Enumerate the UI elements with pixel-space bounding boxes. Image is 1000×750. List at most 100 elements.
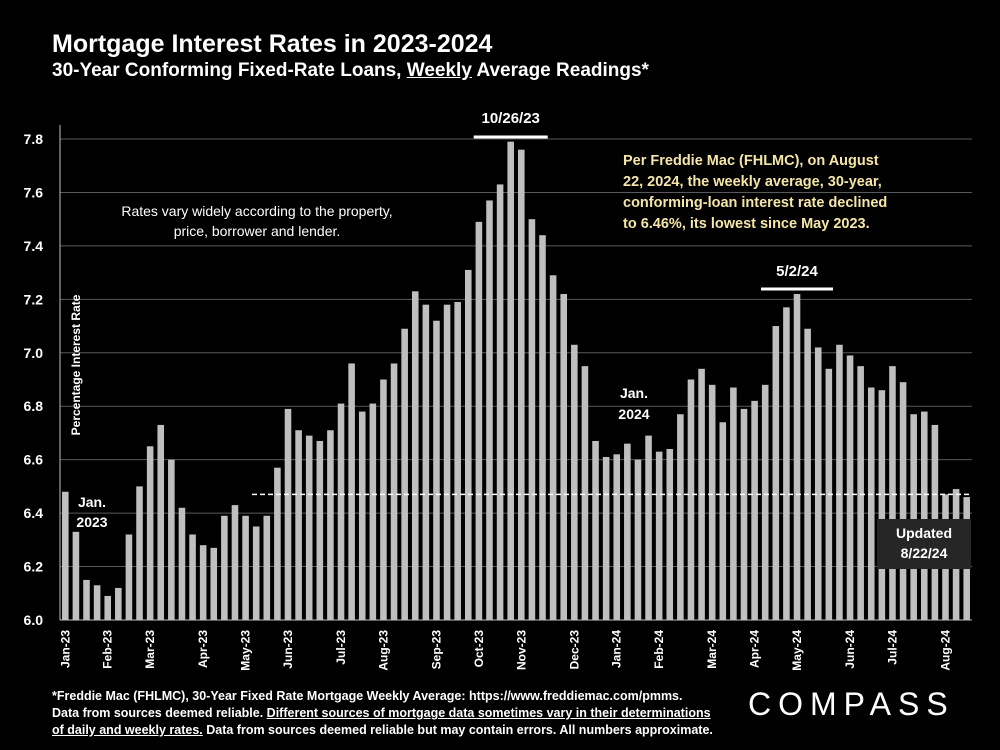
bar xyxy=(316,440,324,620)
bar xyxy=(401,328,408,620)
bar xyxy=(337,403,345,620)
bar xyxy=(295,430,302,620)
bar xyxy=(83,579,90,620)
y-tick-label: 7.4 xyxy=(24,238,44,254)
footer-line-2-pre: Data from sources deemed reliable. xyxy=(52,706,267,720)
bar xyxy=(454,302,461,620)
updated-label-line1: Updated xyxy=(896,525,952,541)
bar xyxy=(920,411,928,620)
y-tick-label: 7.6 xyxy=(24,184,44,200)
updated-box xyxy=(877,519,971,569)
bar xyxy=(104,595,112,620)
x-month-label: Nov-23 xyxy=(514,630,528,670)
bar xyxy=(677,414,684,620)
y-axis-title: Percentage Interest Rate xyxy=(69,294,83,435)
bar xyxy=(274,467,281,620)
y-tick-label: 7.2 xyxy=(24,291,44,307)
bar xyxy=(666,448,674,620)
bar xyxy=(252,526,260,620)
x-month-label: Feb-24 xyxy=(652,630,666,669)
jan-2023-label-line2: 2023 xyxy=(76,514,107,530)
bar xyxy=(93,585,101,620)
bar xyxy=(518,149,525,620)
x-month-label: Sep-23 xyxy=(429,630,443,670)
bar xyxy=(846,355,854,620)
bar xyxy=(592,440,599,620)
bar xyxy=(804,328,811,620)
y-tick-label: 6.2 xyxy=(24,559,44,575)
bar xyxy=(571,344,578,620)
chart-title: Mortgage Interest Rates in 2023-2024 xyxy=(52,30,493,58)
x-month-label: Dec-23 xyxy=(567,630,581,670)
bar xyxy=(761,384,769,620)
note-right-line: to 6.46%, its lowest since May 2023. xyxy=(623,216,870,232)
footer-line-2-underlined: Different sources of mortgage data somet… xyxy=(266,706,711,720)
bar xyxy=(210,547,218,620)
bar xyxy=(369,403,377,620)
bar xyxy=(581,366,589,620)
bar xyxy=(348,363,355,620)
footer-line-3-underlined: of daily and weekly rates. xyxy=(52,723,203,737)
y-tick-label: 6.8 xyxy=(24,398,44,414)
bar xyxy=(602,456,610,620)
note-right-line: 22, 2024, the weekly average, 30-year, xyxy=(623,174,882,190)
x-month-label: Mar-23 xyxy=(143,630,157,669)
bar xyxy=(62,491,69,620)
footer-source-note: *Freddie Mac (FHLMC), 30-Year Fixed Rate… xyxy=(52,688,752,739)
peak-2024-label: 5/2/24 xyxy=(776,263,818,280)
bar xyxy=(507,141,514,620)
x-month-label: May-24 xyxy=(790,630,804,671)
x-month-label: Jul-23 xyxy=(334,630,348,665)
bar xyxy=(284,408,292,620)
bar xyxy=(687,379,695,620)
x-month-label: Apr-24 xyxy=(748,630,762,668)
bar xyxy=(910,414,917,620)
bar xyxy=(168,459,175,620)
bar xyxy=(358,411,366,620)
footer-line-3: of daily and weekly rates. Data from sou… xyxy=(52,722,752,739)
bar xyxy=(708,384,716,620)
x-month-label: Aug-23 xyxy=(376,630,390,671)
y-tick-label: 6.4 xyxy=(24,505,44,521)
x-month-label: Feb-23 xyxy=(101,630,115,669)
bar xyxy=(125,534,133,620)
x-month-label: Jan-24 xyxy=(610,630,624,668)
y-tick-label: 7.8 xyxy=(24,131,44,147)
compass-logo: COMPASS xyxy=(748,686,955,722)
axes: 6.0 6.2 6.4 6.6 6.8 7.0 7.2 7.4 7.6 7.8 Percentage… xyxy=(24,125,972,671)
bar xyxy=(72,531,80,620)
chart-subtitle: 30-Year Conforming Fixed-Rate Loans, Wee… xyxy=(52,60,649,82)
x-month-label: Jun-23 xyxy=(281,630,295,669)
bar xyxy=(327,430,334,620)
bar xyxy=(783,307,790,620)
note-right-line: Per Freddie Mac (FHLMC), on August xyxy=(623,153,879,169)
bar xyxy=(634,459,642,620)
note-left-line2: price, borrower and lender. xyxy=(174,223,341,239)
footer-line-3-post: Data from sources deemed reliable but ma… xyxy=(202,723,713,737)
bar xyxy=(178,507,186,620)
bar xyxy=(560,293,568,620)
bars xyxy=(62,141,970,621)
bar xyxy=(115,587,122,620)
subtitle-post: Average Readings* xyxy=(471,60,649,81)
bar xyxy=(136,486,143,620)
bar xyxy=(380,379,387,620)
bar xyxy=(836,344,843,620)
bar xyxy=(146,446,154,620)
bar xyxy=(655,451,663,620)
subtitle-weekly: Weekly xyxy=(406,60,472,81)
note-right-line: conforming-loan interest rate declined xyxy=(623,195,887,211)
bar xyxy=(305,435,313,620)
bar xyxy=(475,221,483,621)
footer-line-1: *Freddie Mac (FHLMC), 30-Year Fixed Rate… xyxy=(52,689,683,703)
bar xyxy=(157,424,165,620)
y-tick-label: 7.0 xyxy=(24,345,44,361)
x-month-label: May-23 xyxy=(239,630,253,671)
x-month-label: Jan-23 xyxy=(58,630,72,668)
bar xyxy=(189,534,196,620)
footer-line-2: Data from sources deemed reliable. Diffe… xyxy=(52,705,752,722)
bar xyxy=(772,326,780,620)
bar xyxy=(433,320,440,620)
bar xyxy=(464,269,472,620)
subtitle-pre: 30-Year Conforming Fixed-Rate Loans, xyxy=(52,60,407,81)
